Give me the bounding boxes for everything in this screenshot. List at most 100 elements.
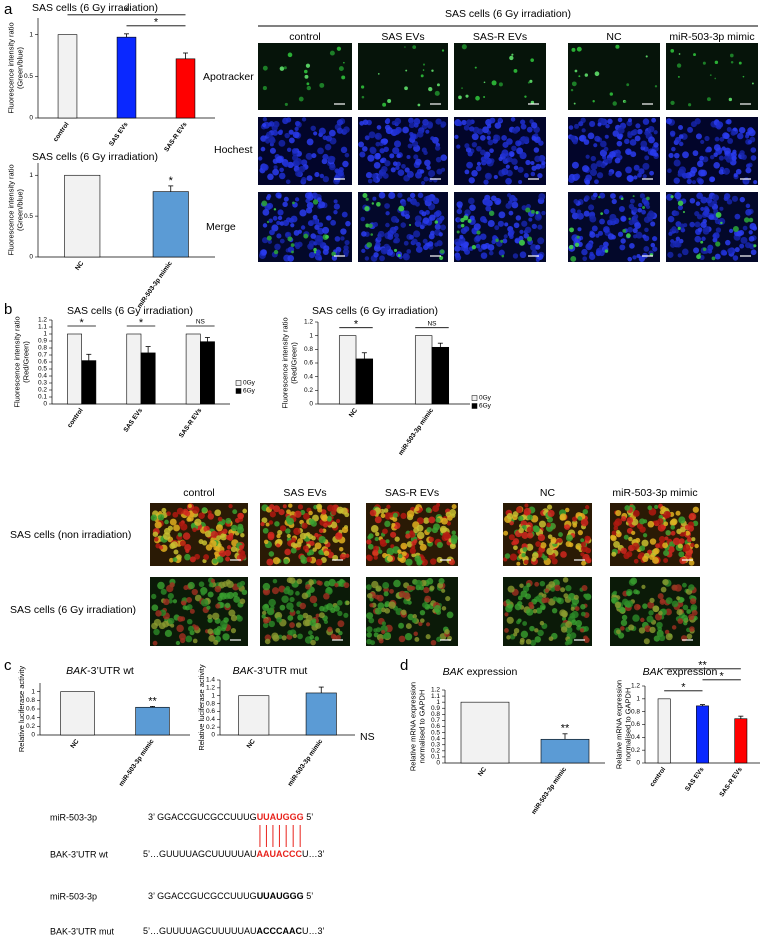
micrograph-background [454,43,546,110]
cell [428,177,433,183]
cell [371,173,377,179]
cell [616,140,623,147]
cell [658,634,666,642]
cell [505,177,512,185]
cell [509,520,514,526]
micrograph-background [358,43,448,110]
cell [342,248,350,255]
cell [753,244,757,248]
cell [599,192,606,199]
cell [315,238,323,246]
cell [262,527,269,534]
cell [322,175,330,183]
cell [619,606,626,613]
micrograph [454,117,546,185]
cell [530,100,535,105]
cell [390,215,398,223]
micrograph-background [568,43,660,110]
cell [535,607,543,614]
cell [585,243,593,251]
cell [664,536,669,541]
cell [216,556,224,563]
cell [266,193,272,199]
cell [315,249,321,256]
cell [334,583,339,588]
cell [715,227,722,233]
cell [471,245,477,250]
cell [677,618,684,624]
cell [268,620,276,628]
cell [534,155,541,163]
cell [261,249,267,256]
cell [571,610,579,619]
cell [493,174,498,180]
cell [371,202,375,205]
bar [540,738,590,764]
cell [320,509,327,515]
y-axis-label: (Red/Green) [289,342,298,384]
cell [374,536,379,542]
cell [670,49,675,53]
cell [455,254,462,261]
cell [531,135,537,141]
cell [153,618,162,626]
cell [414,555,422,563]
cell [365,223,370,228]
cell [384,520,391,528]
cell [408,117,414,124]
cell [403,592,411,600]
cell [414,506,420,512]
cell [192,527,197,533]
cell [625,600,634,608]
cell [647,505,653,511]
cell [162,598,170,606]
cell [623,534,629,540]
cell [537,629,544,637]
cell [340,146,348,154]
cell [589,168,598,177]
cell [475,243,481,249]
cell [667,215,675,223]
significance-label: * [154,17,159,29]
cell [194,518,202,526]
cell [728,228,734,234]
cell [620,197,624,201]
cell [440,154,448,161]
cell [589,215,597,223]
cell [333,203,340,210]
y-tick-label: 1 [636,696,640,703]
cell [679,223,685,229]
cell [375,531,380,537]
cell [676,528,682,535]
cell [178,633,186,641]
cell [719,206,724,211]
cell [416,242,422,248]
cell [551,558,558,565]
cell [398,635,406,643]
cell [720,221,723,225]
cell [584,195,590,201]
cell [620,547,627,554]
cell [381,607,386,613]
cell [633,214,639,220]
cell [583,625,589,632]
cell [619,244,626,251]
cell [288,137,295,144]
row-label: SAS cells (6 Gy irradiation) [10,604,136,616]
cell [647,520,655,528]
cell [345,553,350,558]
cell [176,507,184,515]
sequence: 5’…GUUUUAGCUUUUUAUACCCAACU…3’ [143,926,325,936]
cell [318,127,326,135]
cell [189,556,196,563]
cell [592,192,598,198]
cell [642,533,648,538]
cell [531,223,538,230]
cell [262,86,267,91]
title-part: expression [664,666,718,678]
cell [493,134,499,140]
cell [330,219,337,226]
cell [673,152,680,159]
cell [641,584,646,589]
cell [392,147,400,155]
